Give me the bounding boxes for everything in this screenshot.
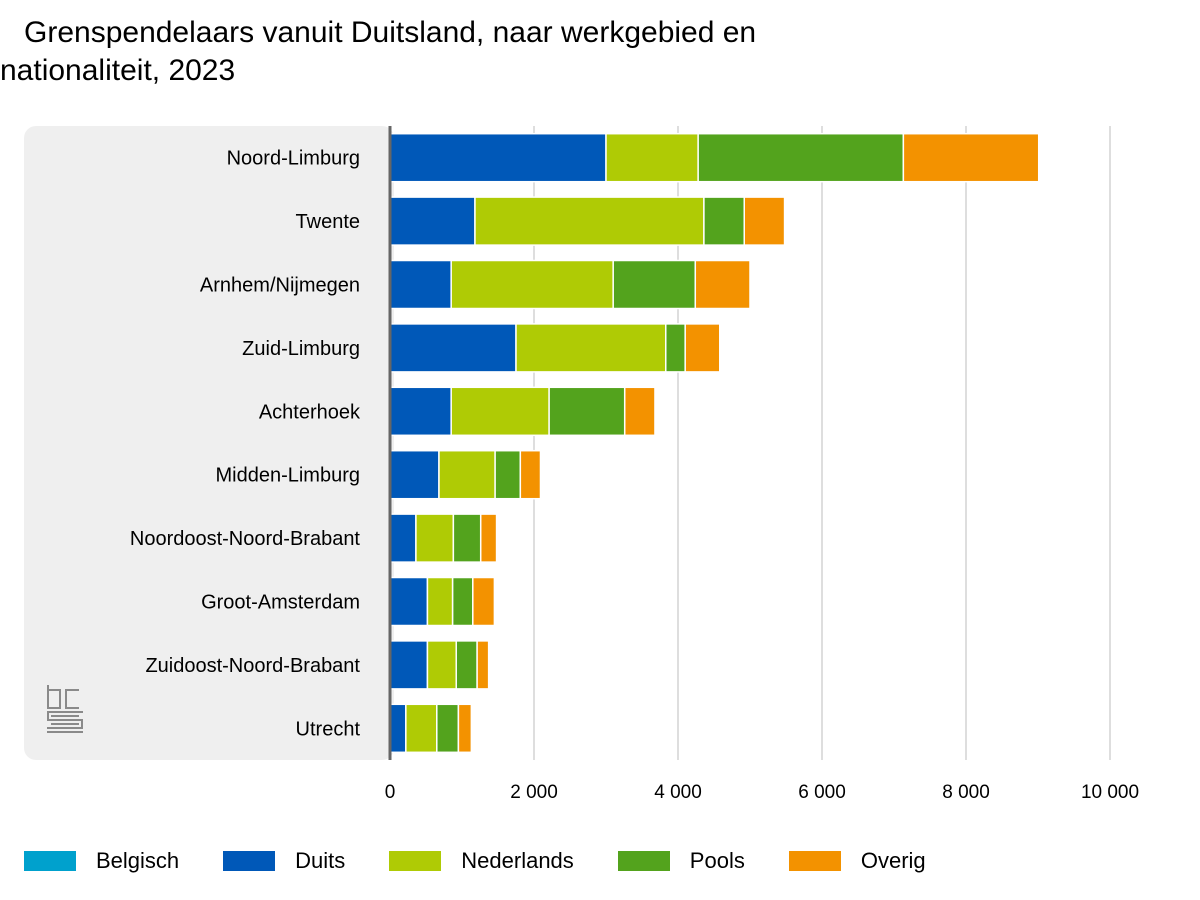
bar-segment bbox=[389, 640, 429, 690]
category-label: Utrecht bbox=[296, 718, 361, 740]
x-tick-label: 4 000 bbox=[654, 782, 702, 803]
cbs-logo-icon bbox=[47, 685, 83, 733]
bar-segment bbox=[389, 449, 440, 500]
legend-label: Duits bbox=[295, 848, 346, 873]
bar-segment bbox=[474, 196, 705, 246]
bar-segment bbox=[426, 640, 457, 690]
category-panel bbox=[24, 126, 394, 760]
bar-segment bbox=[612, 259, 697, 310]
bar-segment bbox=[743, 196, 786, 246]
bar-chart: Noord-Limburg Twente Arnhem/Nijmegen Zuid-L… bbox=[24, 126, 1139, 803]
legend-label: Overig bbox=[860, 848, 926, 873]
gridlines bbox=[533, 126, 1111, 760]
bar-segment bbox=[515, 323, 667, 373]
bar-segment bbox=[451, 576, 474, 627]
x-tick-labels: 0 2 000 4 000 6 000 8 000 10 000 bbox=[385, 782, 1139, 803]
bar-segment bbox=[494, 449, 522, 500]
category-label: Zuidoost-Noord-Brabant bbox=[145, 655, 360, 677]
bars bbox=[389, 132, 1040, 754]
legend-item[interactable]: Overig bbox=[788, 848, 926, 874]
bar-segment bbox=[389, 386, 452, 437]
legend-swatch bbox=[223, 851, 276, 871]
bar-segment bbox=[389, 196, 476, 246]
legend-label: Nederlands bbox=[461, 848, 574, 873]
category-label: Noord-Limburg bbox=[227, 148, 360, 170]
chart-title-line-2: nationaliteit, 2023 bbox=[0, 54, 236, 87]
bar-segment bbox=[389, 132, 607, 183]
legend: Belgisch Duits Nederlands Pools Overig bbox=[24, 843, 970, 879]
x-tick-label: 10 000 bbox=[1081, 782, 1139, 803]
legend-item[interactable]: Belgisch bbox=[24, 848, 179, 874]
bar-segment bbox=[455, 640, 478, 690]
bar-segment bbox=[389, 259, 452, 310]
bar-segment bbox=[450, 259, 614, 310]
category-labels: Noord-Limburg Twente Arnhem/Nijmegen Zuid-L… bbox=[130, 148, 361, 741]
category-label: Arnhem/Nijmegen bbox=[200, 275, 360, 297]
bar-segment bbox=[389, 703, 407, 754]
bar-segment bbox=[389, 323, 517, 373]
bar-segment bbox=[389, 513, 417, 563]
bar-segment bbox=[452, 513, 482, 563]
bar-segment bbox=[548, 386, 626, 437]
bar-segment bbox=[426, 576, 454, 627]
legend-item[interactable]: Duits bbox=[223, 848, 345, 874]
legend-swatch bbox=[389, 851, 442, 871]
category-label: Twente bbox=[296, 211, 360, 233]
bar-segment bbox=[684, 323, 721, 373]
bar-segment bbox=[450, 386, 550, 437]
chart-title: Grenspendelaars vanuit Duitsland, naar w… bbox=[0, 14, 900, 90]
bar-segment bbox=[405, 703, 438, 754]
bar-segment bbox=[415, 513, 455, 563]
bar-segment bbox=[476, 640, 490, 690]
x-tick-label: 8 000 bbox=[942, 782, 990, 803]
legend-item[interactable]: Nederlands bbox=[389, 848, 574, 874]
bar-segment bbox=[902, 132, 1040, 183]
x-tick-label: 2 000 bbox=[510, 782, 558, 803]
category-label: Midden-Limburg bbox=[215, 465, 360, 487]
x-tick-label: 0 bbox=[385, 782, 396, 803]
category-label: Noordoost-Noord-Brabant bbox=[130, 528, 361, 550]
x-tick-label: 6 000 bbox=[798, 782, 846, 803]
category-label: Achterhoek bbox=[259, 401, 361, 423]
legend-item[interactable]: Pools bbox=[617, 848, 745, 874]
legend-label: Pools bbox=[689, 848, 745, 873]
bar-segment bbox=[457, 703, 473, 754]
bar-segment bbox=[438, 449, 496, 500]
legend-label: Belgisch bbox=[96, 848, 180, 873]
bar-segment bbox=[479, 513, 498, 563]
bar-segment bbox=[472, 576, 496, 627]
bar-segment bbox=[623, 386, 656, 437]
bar-segment bbox=[694, 259, 751, 310]
bar-segment bbox=[389, 576, 429, 627]
bar-segment bbox=[436, 703, 460, 754]
bar-segment bbox=[703, 196, 745, 246]
chart-title-line-1: Grenspendelaars vanuit Duitsland, naar w… bbox=[24, 16, 757, 49]
legend-swatch bbox=[24, 851, 76, 871]
category-label: Zuid-Limburg bbox=[242, 338, 360, 360]
category-label: Groot-Amsterdam bbox=[201, 592, 360, 614]
legend-swatch bbox=[788, 851, 841, 871]
bar-segment bbox=[665, 323, 686, 373]
bar-segment bbox=[519, 449, 542, 500]
legend-swatch bbox=[617, 851, 670, 871]
bar-segment bbox=[697, 132, 905, 183]
bar-segment bbox=[605, 132, 699, 183]
